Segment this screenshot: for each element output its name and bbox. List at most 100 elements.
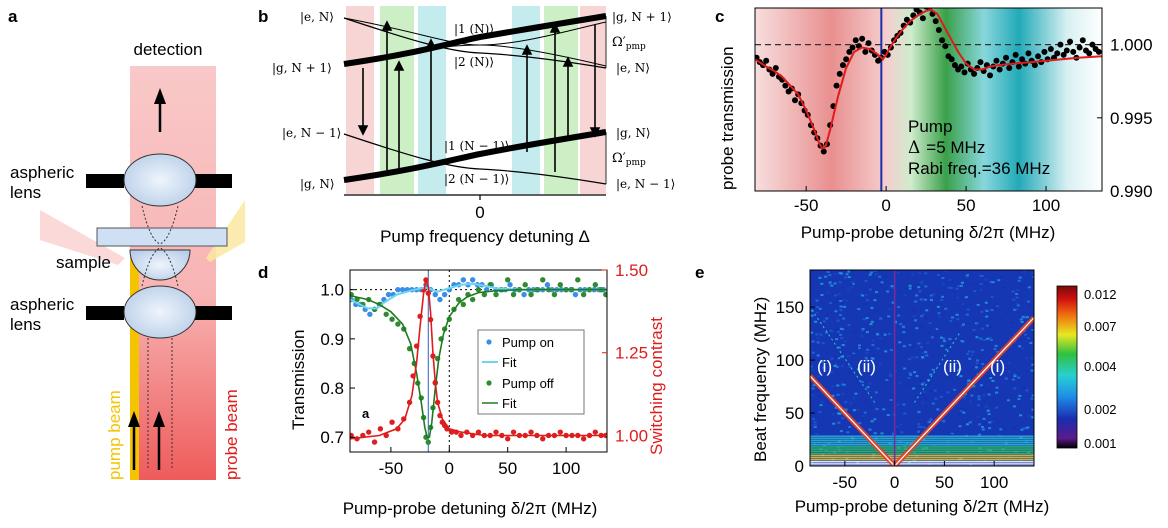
e-heatmap-cell — [927, 383, 931, 386]
e-heatmap-cell — [943, 340, 946, 343]
e-heatmap-cell — [851, 281, 855, 284]
e-heatmap-cell — [995, 391, 999, 394]
e-heatmap-cell — [915, 356, 919, 359]
e-heatmap-cell — [839, 430, 843, 433]
e-heatmap-cell — [903, 367, 907, 370]
e-heatmap-cell — [844, 408, 848, 411]
e-heatmap-cell — [814, 320, 818, 323]
e-secondary-branch-left — [810, 306, 876, 403]
e-heatmap-cell — [986, 376, 990, 378]
e-heatmap-cell — [1025, 356, 1029, 359]
e-heatmap-cell — [1019, 414, 1023, 417]
d-contrast-point — [505, 436, 511, 442]
e-heatmap-cell — [810, 391, 814, 394]
e-heatmap-cell — [981, 275, 985, 277]
e-heatmap-cell — [1006, 354, 1010, 357]
e-heatmap-cell — [860, 380, 864, 383]
left-label-g-N: |g, N⟩ — [300, 177, 335, 191]
c-data-point — [1067, 38, 1074, 45]
e-heatmap-cell — [902, 325, 905, 328]
e-heatmap-cell — [894, 428, 898, 431]
e-heatmap-cell — [849, 283, 853, 286]
e-heatmap-cell — [867, 391, 871, 394]
e-heatmap-cell — [981, 338, 984, 341]
e-heatmap-cell — [1031, 271, 1034, 274]
c-data-point — [919, 15, 926, 22]
e-heatmap-cell — [888, 372, 892, 375]
left-label-e-N: |e, N⟩ — [300, 10, 334, 24]
e-heatmap-cell — [862, 415, 866, 417]
e-heatmap-cell — [825, 352, 829, 355]
omega-top: Ω′pmp — [612, 35, 646, 52]
e-heatmap-cell — [972, 328, 976, 331]
c-data-point — [1089, 41, 1096, 48]
e-heatmap-cell — [961, 281, 964, 284]
e-heatmap-cell — [1024, 427, 1028, 430]
e-heatmap-cell — [821, 442, 825, 445]
e-heatmap-cell — [840, 445, 843, 448]
e-heatmap-cell — [837, 346, 841, 349]
d-x-axis-label: Pump-probe detuning δ/2π (MHz) — [343, 499, 598, 518]
d-axes: -50 0 50 100 0.7 0.8 0.9 1.0 1.00 1.25 1.50 — [320, 261, 648, 478]
d-y-tick-label-right: 1.50 — [615, 261, 648, 280]
panel-a: a detection aspheric lens sample aspheri… — [8, 7, 245, 480]
e-heatmap-cell — [920, 315, 924, 318]
e-heatmap-cell — [844, 276, 847, 279]
e-heatmap-cell — [972, 332, 976, 335]
e-heatmap-cell — [1028, 304, 1032, 307]
e-heatmap-cell — [975, 366, 978, 369]
e-heatmap-cell — [858, 422, 862, 425]
e-heatmap-cell — [908, 284, 912, 287]
aspheric-lens-bottom — [123, 285, 197, 339]
e-heatmap-cell — [841, 417, 845, 420]
e-heatmap-cell — [1018, 345, 1022, 348]
e-heatmap-cell — [921, 401, 925, 404]
e-heatmap-cell — [965, 313, 969, 316]
d-pump-on-point — [441, 291, 448, 298]
e-heatmap-cell — [1027, 414, 1031, 417]
e-heatmap-cell — [988, 326, 992, 329]
e-heatmap-cell — [889, 349, 893, 352]
e-heatmap-cell — [833, 365, 837, 367]
d-pump-off-point — [425, 439, 431, 445]
e-heatmap-cell — [926, 341, 929, 344]
c-data-point — [1060, 51, 1067, 58]
e-heatmap-cell — [891, 286, 895, 289]
e-heatmap-cell — [946, 345, 950, 348]
e-heatmap-cell — [858, 347, 862, 350]
e-heatmap-cell — [931, 368, 935, 371]
e-heatmap-cell — [922, 391, 926, 393]
e-heatmap-cell — [968, 461, 972, 464]
band-green-left — [380, 6, 414, 194]
omega-bottom: Ω′pmp — [612, 151, 646, 168]
e-heatmap-cell — [1015, 308, 1019, 310]
e-heatmap-cell — [932, 293, 936, 296]
e-heatmap-cell — [993, 348, 997, 351]
e-heatmap-cell — [962, 323, 965, 326]
e-heatmap-cell — [836, 393, 840, 396]
c-data-point — [849, 44, 856, 51]
e-heatmap-cell — [841, 392, 845, 395]
e-heatmap-cell — [962, 396, 966, 399]
e-heatmap-cell — [864, 356, 868, 359]
e-heatmap-cell — [853, 350, 857, 353]
e-heatmap-cell — [810, 314, 814, 317]
e-heatmap-cell — [839, 333, 843, 336]
d-pump-on-point — [572, 291, 579, 298]
aspheric-lens-label-top-1: aspheric — [10, 163, 75, 182]
e-heatmap-cell — [988, 336, 992, 339]
e-heatmap-cell — [1032, 276, 1034, 278]
e-heatmap-cell — [947, 375, 951, 378]
e-heatmap-cell — [833, 273, 837, 276]
e-heatmap-cell — [847, 270, 851, 273]
e-heatmap-cell — [898, 381, 902, 384]
e-heatmap-cell — [879, 317, 883, 320]
e-heatmap-cell — [875, 408, 879, 411]
e-heatmap-cell — [898, 291, 902, 294]
e-heatmap-cell — [917, 430, 920, 433]
c-data-point — [1031, 62, 1038, 69]
e-heatmap-cell — [878, 337, 882, 340]
d-x-tick-label: 50 — [498, 459, 517, 478]
e-heatmap-cell — [869, 323, 873, 326]
e-heatmap-cell — [959, 408, 963, 411]
